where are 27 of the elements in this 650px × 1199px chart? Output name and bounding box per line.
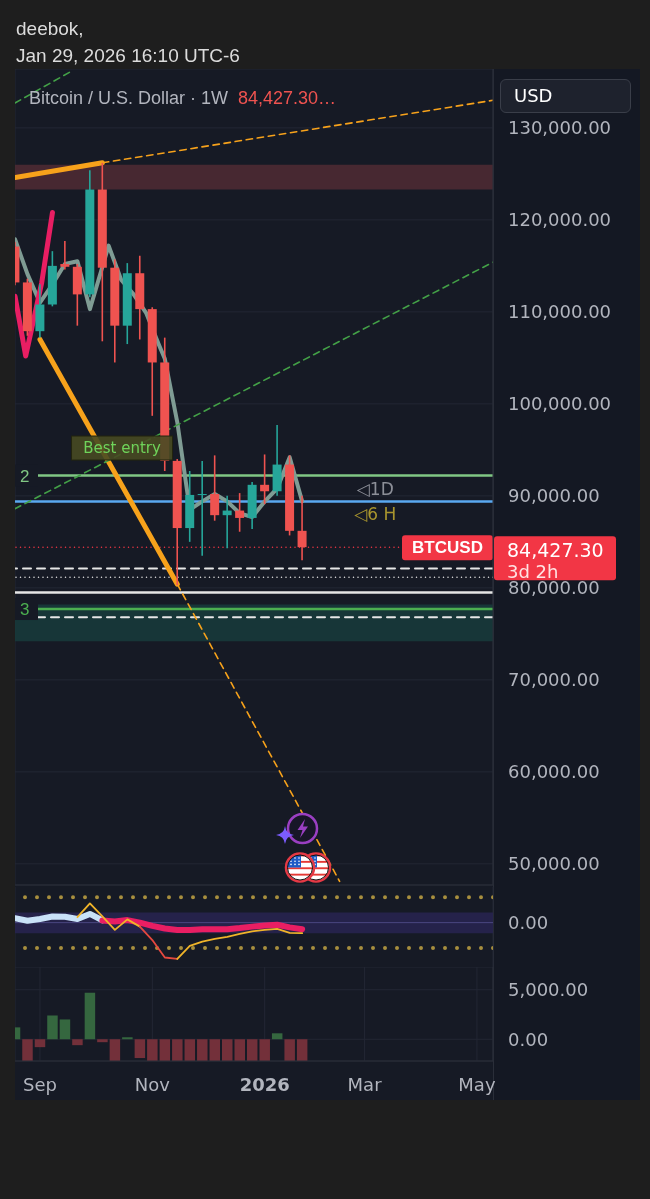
x-tick-label: Mar: [347, 1074, 383, 1095]
text: 84,427.30: [507, 538, 604, 561]
y-tick-label: 0.00: [508, 1028, 549, 1050]
y-tick-label: 70,000.00: [508, 669, 600, 691]
y-tick-label: 50,000.00: [508, 853, 600, 875]
annotation: ◁6 H: [354, 504, 397, 525]
y-tick-label: 120,000.00: [508, 209, 612, 231]
y-tick-label: 100,000.00: [508, 393, 612, 415]
y-tick-label: 5,000.00: [508, 979, 589, 1001]
annotation: 3: [20, 600, 30, 620]
text: Bitcoin / U.S. Dollar · 1W: [29, 88, 229, 108]
y-tick-label: 60,000.00: [508, 761, 600, 783]
x-tick-label: Nov: [134, 1074, 171, 1095]
y-axis-title: USD: [514, 85, 553, 106]
y-tick-label: 90,000.00: [508, 485, 600, 507]
x-tick-label: Sep: [23, 1074, 57, 1095]
x-tick-label: May: [458, 1074, 496, 1095]
annotation: 2: [20, 466, 30, 486]
annotation: Best entry: [83, 439, 161, 458]
text: 84,427.30…: [238, 88, 337, 108]
text: Jan 29, 2026 16:10 UTC-6: [16, 44, 240, 66]
x-tick-label: 2026: [239, 1074, 290, 1095]
text: deebok,: [16, 18, 84, 39]
y-tick-label: 110,000.00: [508, 301, 612, 323]
ref-line-label: BTCUSD: [412, 538, 483, 558]
y-tick-label: 130,000.00: [508, 117, 612, 139]
annotation: ◁1D: [356, 479, 394, 500]
